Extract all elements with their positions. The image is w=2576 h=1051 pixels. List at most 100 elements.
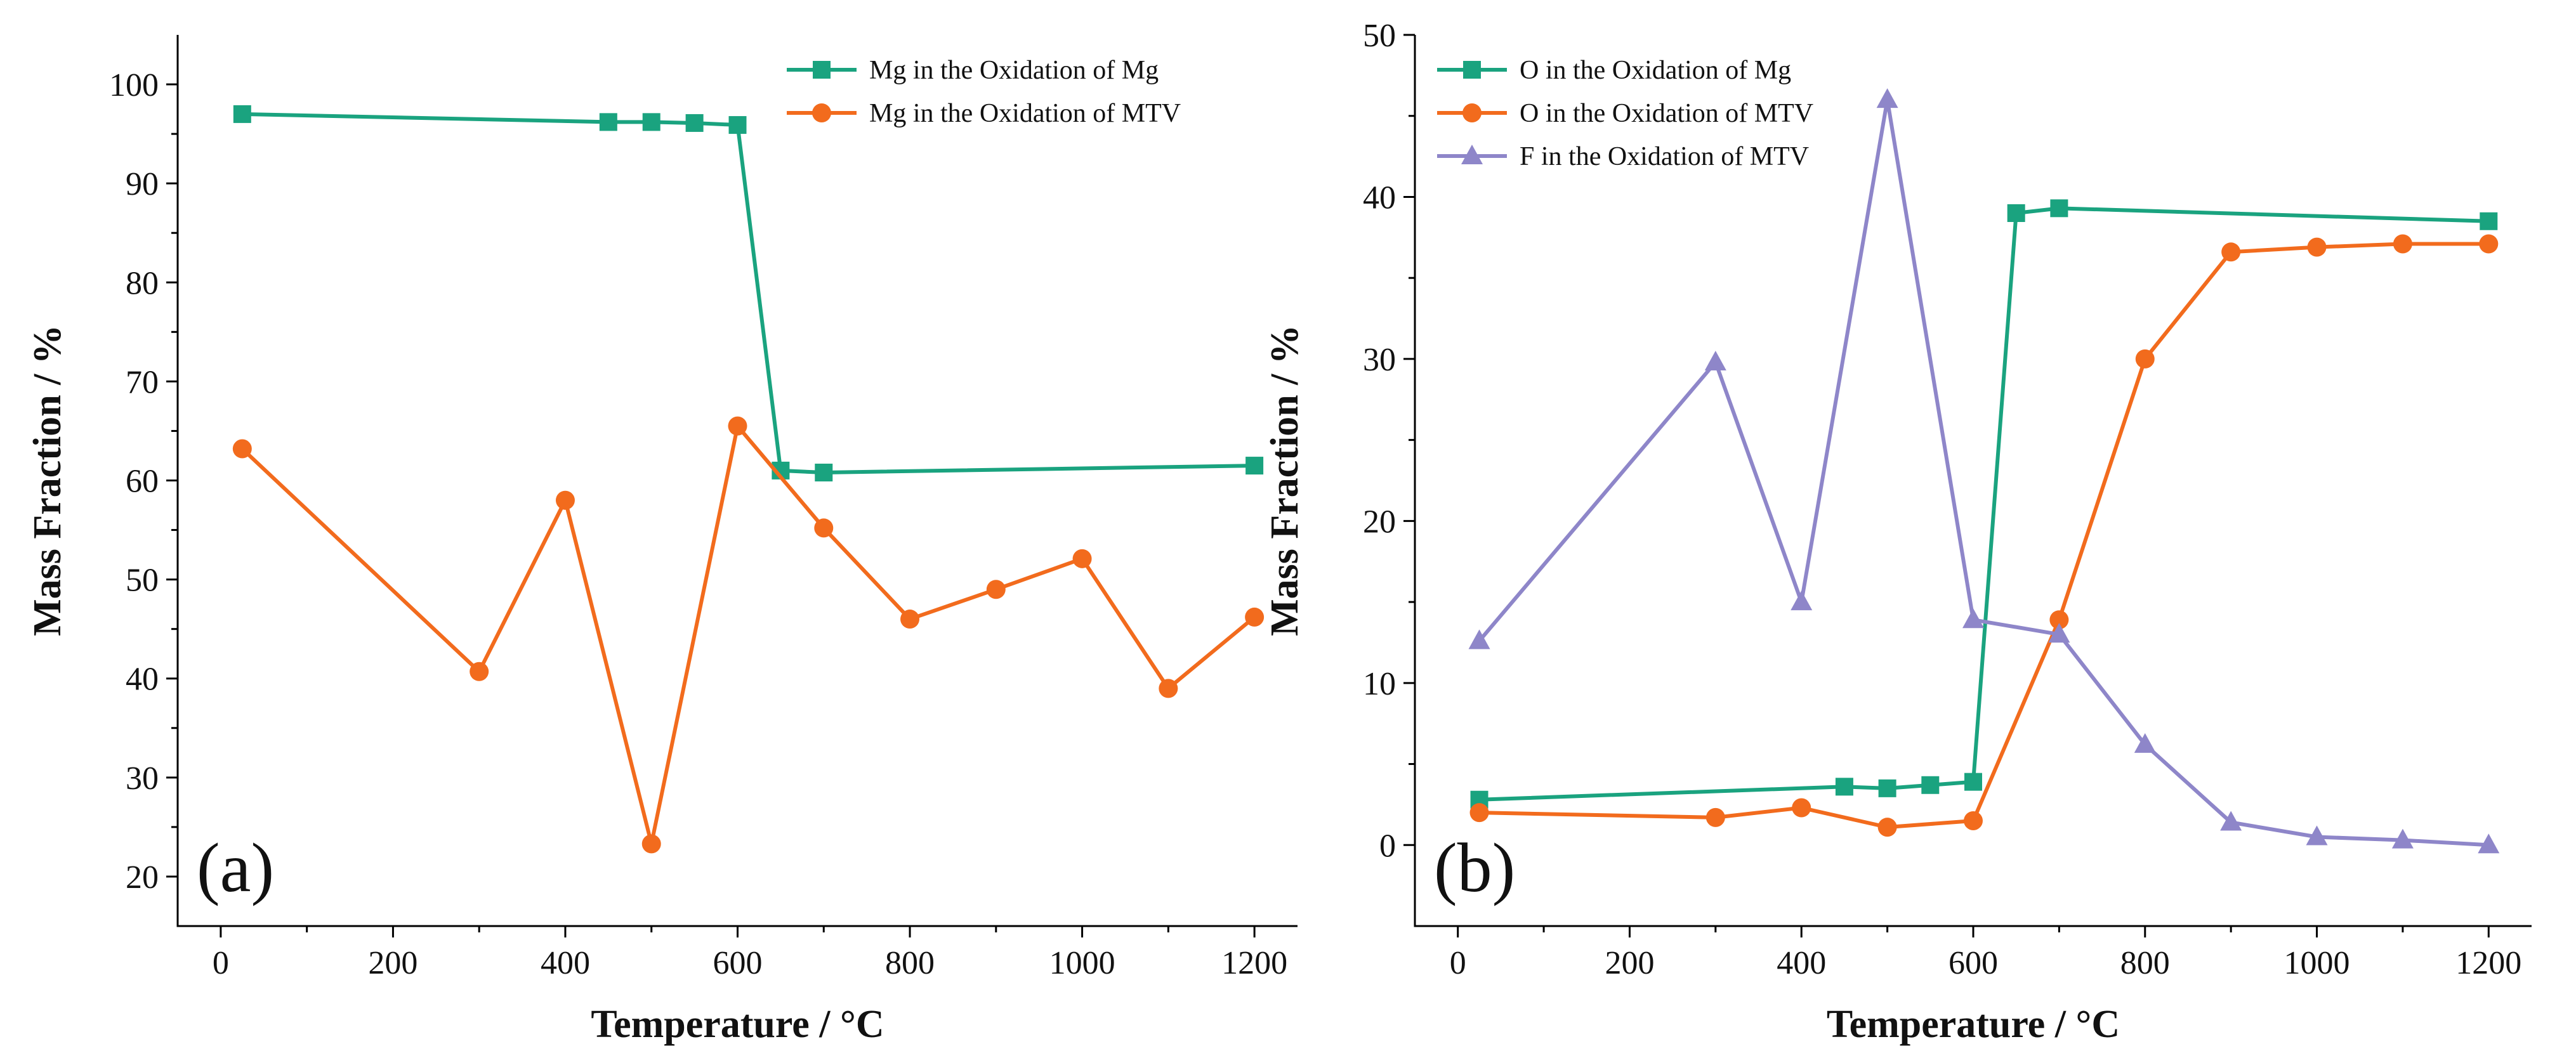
y-tick-label: 90 <box>126 166 159 202</box>
chart-panel-b: 0 200 400 600 800 1000 1200 0 10 20 30 40 50 Temperat… <box>1263 18 2532 1046</box>
data-point <box>232 439 252 459</box>
x-axis-title: Temperature / °C <box>1827 1003 2120 1046</box>
legend-marker <box>1462 103 1482 122</box>
legend-label: F in the Oxidation of MTV <box>1520 142 1809 171</box>
x-tick-label: 1200 <box>1221 945 1287 981</box>
data-point <box>2049 610 2069 630</box>
data-point <box>2306 825 2328 845</box>
data-point <box>233 105 251 123</box>
data-point <box>1704 351 1726 371</box>
data-point <box>2307 237 2327 257</box>
y-tick-label: 40 <box>1363 180 1396 216</box>
x-tick-label: 1200 <box>2455 945 2521 981</box>
data-point <box>1469 803 1489 823</box>
data-point <box>1705 807 1725 827</box>
legend-marker <box>813 61 831 79</box>
chart-panel-a: 0 200 400 600 800 1000 1200 20 30 40 50 60 70 80 90 100… <box>26 35 1298 1046</box>
legend-marker <box>1461 145 1483 164</box>
data-point <box>2007 204 2025 222</box>
legend: O in the Oxidation of Mg O in the Oxidati… <box>1437 56 1813 171</box>
data-point <box>1245 607 1265 627</box>
data-point <box>1921 776 1940 794</box>
series-line <box>240 424 1256 846</box>
data-point <box>1876 88 1898 108</box>
x-tick-label: 800 <box>885 945 935 981</box>
data-point <box>1962 608 1984 629</box>
x-tick-label: 600 <box>1948 945 1998 981</box>
data-point <box>641 834 661 854</box>
axis-frame <box>176 35 1298 927</box>
y-tick-label: 50 <box>1363 18 1396 54</box>
x-tick-label: 0 <box>1450 945 1466 981</box>
data-point <box>555 490 575 510</box>
y-axis-title: Mass Fraction / % <box>1263 325 1306 636</box>
data-point <box>599 113 617 131</box>
axis-frame <box>1414 35 2532 927</box>
data-point <box>642 113 660 131</box>
legend-label: O in the Oxidation of MTV <box>1520 99 1813 128</box>
x-tick-label: 200 <box>368 945 417 981</box>
series-2 <box>1468 88 2500 854</box>
x-tick-label: 200 <box>1605 945 1654 981</box>
data-point <box>2391 828 2414 849</box>
x-tick-label: 0 <box>213 945 229 981</box>
data-point <box>2220 811 2242 831</box>
data-point <box>1072 549 1092 568</box>
data-point <box>2134 733 2156 753</box>
data-point <box>1791 591 1813 611</box>
data-point <box>2478 833 2500 854</box>
series-line <box>1479 206 2489 802</box>
series-line <box>1478 98 2489 847</box>
x-tick-label: 600 <box>713 945 763 981</box>
data-point <box>1878 779 1896 797</box>
y-tick-label: 80 <box>126 265 159 301</box>
data-point <box>1468 629 1490 650</box>
data-point <box>728 416 747 436</box>
data-point <box>2135 349 2155 369</box>
y-tick-label: 60 <box>126 464 159 500</box>
y-axis-title: Mass Fraction / % <box>26 325 69 636</box>
data-point <box>815 464 833 482</box>
legend-label: O in the Oxidation of Mg <box>1520 56 1791 85</box>
data-point <box>1964 811 1983 830</box>
data-point <box>2048 623 2070 643</box>
data-point <box>986 580 1006 599</box>
y-tick-label: 100 <box>109 67 159 103</box>
data-point <box>2479 234 2499 254</box>
series-1 <box>232 416 1265 854</box>
x-tick-label: 400 <box>1777 945 1826 981</box>
y-tick-label: 50 <box>126 563 159 599</box>
data-point <box>1835 778 1853 796</box>
data-point <box>470 662 489 681</box>
x-tick-label: 400 <box>541 945 590 981</box>
y-tick-label: 20 <box>1363 504 1396 540</box>
series-0 <box>233 105 1264 482</box>
series-0 <box>1470 199 2498 809</box>
y-tick-label: 30 <box>126 761 159 797</box>
legend-marker <box>1463 61 1481 79</box>
data-point <box>1964 773 1982 791</box>
data-point <box>685 114 704 132</box>
y-tick-label: 20 <box>126 859 159 896</box>
y-tick-label: 10 <box>1363 666 1396 702</box>
y-tick-label: 70 <box>126 364 159 400</box>
data-point <box>728 116 747 134</box>
data-point <box>1877 818 1897 837</box>
data-point <box>2480 212 2498 230</box>
data-point <box>1245 457 1264 475</box>
y-tick-label: 40 <box>126 662 159 698</box>
series-1 <box>1469 234 2499 837</box>
legend-label: Mg in the Oxidation of Mg <box>869 56 1159 85</box>
legend-label: Mg in the Oxidation of MTV <box>869 99 1181 128</box>
x-tick-label: 1000 <box>1049 945 1115 981</box>
data-point <box>900 610 920 629</box>
data-point <box>814 518 834 538</box>
y-tick-label: 30 <box>1363 342 1396 378</box>
legend-marker <box>812 103 831 122</box>
panel-label: (b) <box>1434 829 1515 906</box>
data-point <box>2221 242 2241 262</box>
series-line <box>242 112 1255 475</box>
data-point <box>1792 798 1811 818</box>
x-tick-label: 800 <box>2120 945 2170 981</box>
